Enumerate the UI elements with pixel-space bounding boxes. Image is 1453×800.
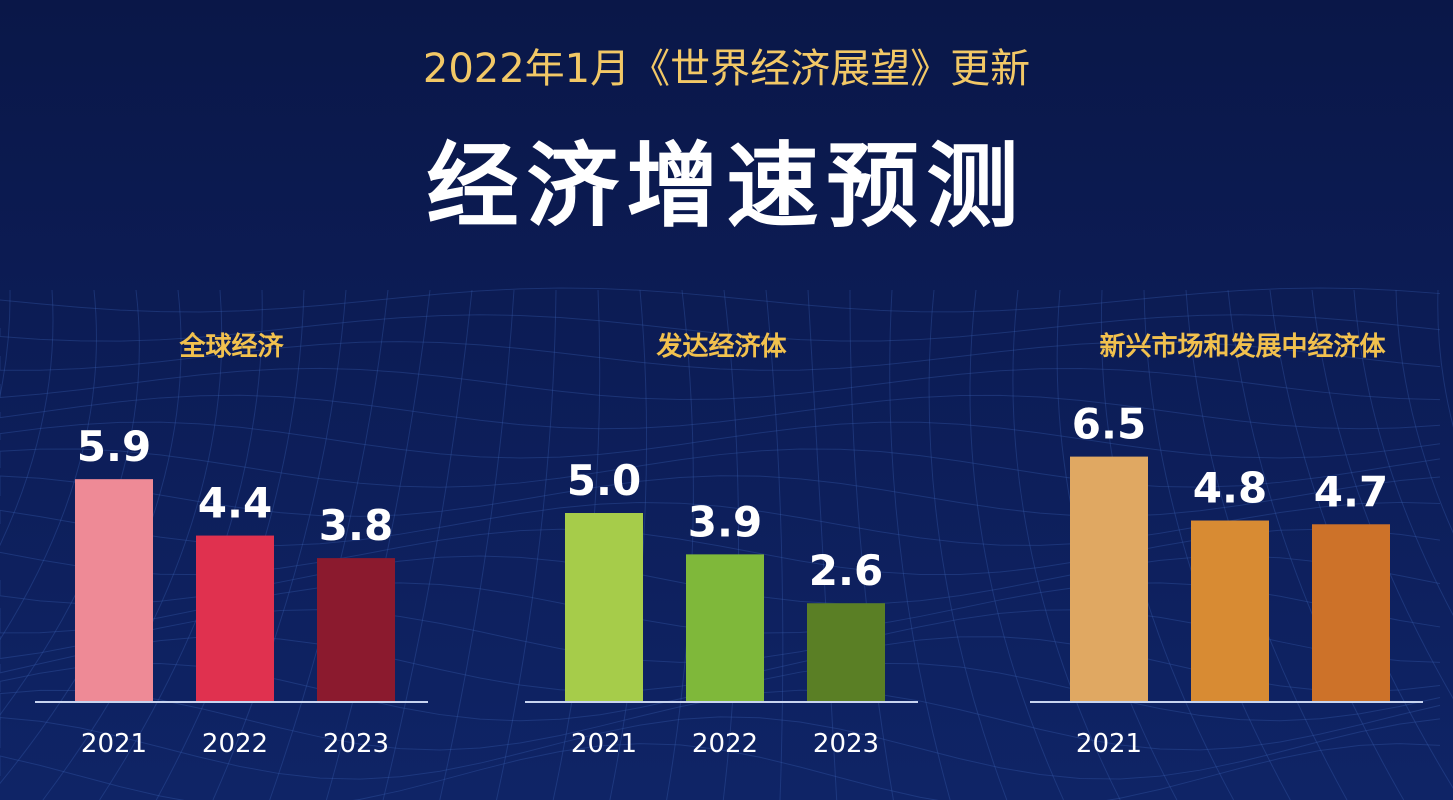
bar	[317, 558, 395, 701]
page-title: 经济增速预测	[426, 133, 1027, 240]
chart-panel: 新兴市场和发展中经济体 6.5 2021 4.8 4.7	[1030, 331, 1423, 759]
data-label: 6.5	[1072, 400, 1146, 449]
chart-title: 全球经济	[178, 331, 284, 362]
chart-title: 发达经济体	[655, 331, 787, 362]
bar	[75, 479, 153, 701]
bar	[565, 513, 643, 701]
bar	[196, 535, 274, 701]
data-label: 5.9	[77, 422, 151, 471]
bar	[1070, 456, 1148, 701]
bar	[686, 554, 764, 701]
x-tick-label: 2021	[81, 729, 147, 759]
x-tick-label: 2022	[692, 729, 758, 759]
data-label: 4.7	[1314, 467, 1388, 516]
subtitle: 2022年1月《世界经济展望》更新	[422, 46, 1031, 92]
bar	[1312, 524, 1390, 701]
x-tick-label: 2023	[323, 729, 389, 759]
bar	[1191, 520, 1269, 701]
data-label: 4.8	[1193, 464, 1267, 513]
x-tick-label: 2022	[202, 729, 268, 759]
data-label: 5.0	[567, 456, 641, 505]
x-tick-label: 2023	[813, 729, 879, 759]
chart-title: 新兴市场和发展中经济体	[1099, 331, 1386, 362]
data-label: 2.6	[809, 546, 883, 595]
chart-panel: 发达经济体 5.0 2021 3.9 2022 2.6 2023	[525, 331, 918, 759]
x-tick-label: 2021	[1076, 729, 1142, 759]
data-label: 3.8	[319, 501, 393, 550]
chart-panel: 全球经济 5.9 2021 4.4 2022 3.8 2023	[35, 331, 428, 759]
bar	[807, 603, 885, 701]
data-label: 4.4	[198, 479, 272, 528]
x-tick-label: 2021	[571, 729, 637, 759]
data-label: 3.9	[688, 497, 762, 546]
